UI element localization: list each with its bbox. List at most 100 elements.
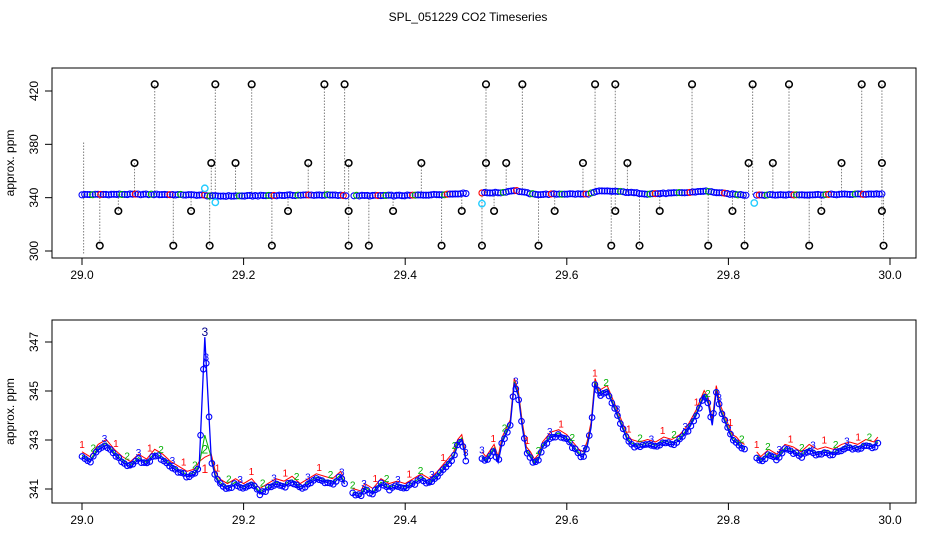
top-baseline-point [353, 191, 361, 199]
top-outlier-point [748, 80, 757, 89]
top-baseline-point [875, 190, 883, 198]
bottom-series-marker-label: 2 [260, 478, 266, 489]
top-baseline-point [179, 191, 187, 199]
bottom-series-marker-label: 2 [765, 442, 771, 453]
top-baseline-point [625, 188, 633, 197]
top-outlier-point [623, 158, 632, 168]
top-baseline-point [678, 189, 686, 197]
top-x-tick-label: 29.8 [717, 268, 741, 282]
bottom-series-marker-label: 2 [637, 434, 643, 445]
bottom-data-point [583, 445, 590, 453]
bottom-series-marker-label: 3 [844, 437, 850, 448]
bottom-series-marker-label: 1 [249, 467, 255, 478]
top-baseline-point [278, 191, 286, 199]
top-baseline-point [171, 191, 179, 199]
bottom-data-point [408, 480, 416, 487]
bottom-data-point [684, 427, 692, 435]
top-baseline-point [531, 190, 539, 198]
bottom-y-axis-title: approx. ppm [3, 378, 17, 445]
bottom-series-1-line [756, 436, 879, 458]
top-baseline-point [147, 190, 155, 198]
bottom-data-point [400, 484, 407, 492]
top-baseline-point [739, 191, 747, 199]
top-baseline-point [627, 188, 635, 196]
top-baseline-point [337, 191, 345, 199]
top-cyan-point [478, 199, 486, 208]
top-baseline-point [329, 191, 337, 199]
top-baseline-point [622, 188, 630, 197]
top-outlier-point [457, 206, 466, 216]
top-baseline-point [518, 188, 526, 196]
bottom-data-point [820, 449, 828, 457]
top-baseline-point [801, 191, 809, 199]
top-baseline-point [238, 192, 246, 200]
top-baseline-point [609, 187, 617, 195]
top-baseline-point [849, 190, 857, 198]
bottom-series-marker-label: 1 [215, 464, 221, 475]
bottom-data-point [588, 414, 596, 421]
bottom-data-point [605, 392, 613, 400]
top-baseline-point [777, 191, 785, 199]
top-outlier-point [744, 158, 753, 168]
top-baseline-point [713, 189, 721, 197]
bottom-data-point [566, 438, 573, 446]
top-outlier-point [304, 158, 313, 168]
top-baseline-point [459, 189, 467, 197]
top-baseline-point [606, 187, 614, 195]
top-baseline-point [174, 191, 182, 199]
top-x-tick-label: 29.2 [232, 268, 256, 282]
top-baseline-point [422, 191, 430, 199]
top-baseline-point [409, 191, 417, 199]
bottom-data-point [622, 433, 630, 440]
top-outlier-point [490, 206, 499, 216]
bottom-data-point [515, 396, 523, 404]
top-baseline-point [363, 191, 371, 199]
top-baseline-point [323, 191, 331, 199]
top-baseline-point [841, 190, 849, 198]
top-baseline-point [433, 191, 441, 199]
top-baseline-point [593, 187, 601, 195]
top-baseline-point [478, 189, 486, 197]
top-data-layer [78, 80, 888, 254]
bottom-data-point [211, 471, 219, 478]
top-baseline-point [302, 191, 310, 199]
top-outlier-point [344, 206, 353, 216]
top-baseline-point [121, 190, 129, 198]
top-baseline-point [225, 192, 233, 200]
top-baseline-point [651, 190, 659, 198]
bottom-data-point [863, 442, 870, 450]
top-baseline-point [185, 191, 193, 199]
top-baseline-point [843, 190, 851, 198]
top-baseline-point [217, 192, 225, 200]
top-baseline-point [318, 191, 326, 199]
top-plot-frame [51, 67, 917, 259]
top-baseline-point [769, 191, 777, 199]
top-outlier-point [591, 80, 600, 89]
top-baseline-point [107, 190, 115, 198]
top-baseline-point [275, 191, 283, 199]
top-baseline-point [486, 189, 494, 197]
top-outlier-point [857, 80, 866, 89]
bottom-data-point [789, 450, 797, 458]
bottom-data-point [146, 458, 154, 465]
bottom-data-point [715, 400, 723, 408]
bottom-series-marker-label: 2 [328, 470, 334, 481]
top-baseline-point [83, 190, 91, 199]
top-cyan-point [200, 184, 209, 193]
top-baseline-point [462, 190, 470, 198]
top-baseline-point [361, 191, 369, 200]
top-outlier-point [518, 80, 527, 89]
bottom-series-3-line [81, 337, 346, 495]
top-baseline-point [574, 190, 582, 198]
top-baseline-point [665, 189, 673, 197]
top-baseline-point [763, 191, 771, 199]
top-baseline-point [603, 187, 611, 195]
bottom-series-marker-label: 2 [603, 378, 609, 389]
top-outlier-point [320, 80, 329, 89]
top-baseline-point [779, 191, 787, 199]
top-baseline-point [697, 187, 705, 195]
top-outlier-point [283, 206, 293, 216]
top-baseline-point [398, 192, 406, 200]
top-y-axis-title: approx. ppm [3, 130, 17, 197]
bottom-series-marker-label: 2 [671, 430, 677, 441]
